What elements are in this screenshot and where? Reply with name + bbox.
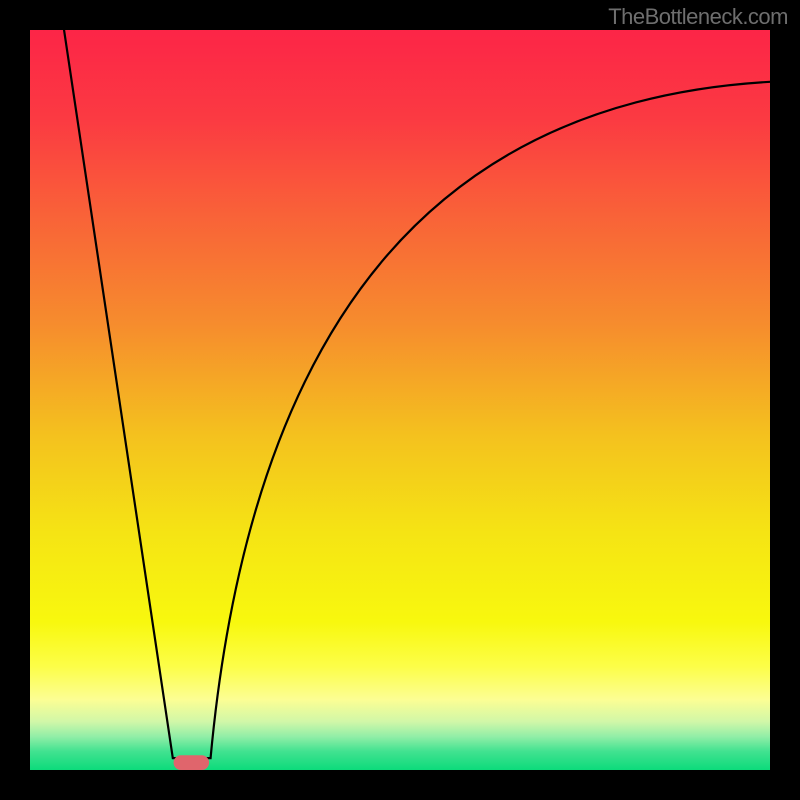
chart-frame: TheBottleneck.com <box>0 0 800 800</box>
chart-svg <box>30 30 770 770</box>
optimum-marker <box>174 755 210 770</box>
watermark-text: TheBottleneck.com <box>608 4 788 30</box>
gradient-background <box>30 30 770 770</box>
